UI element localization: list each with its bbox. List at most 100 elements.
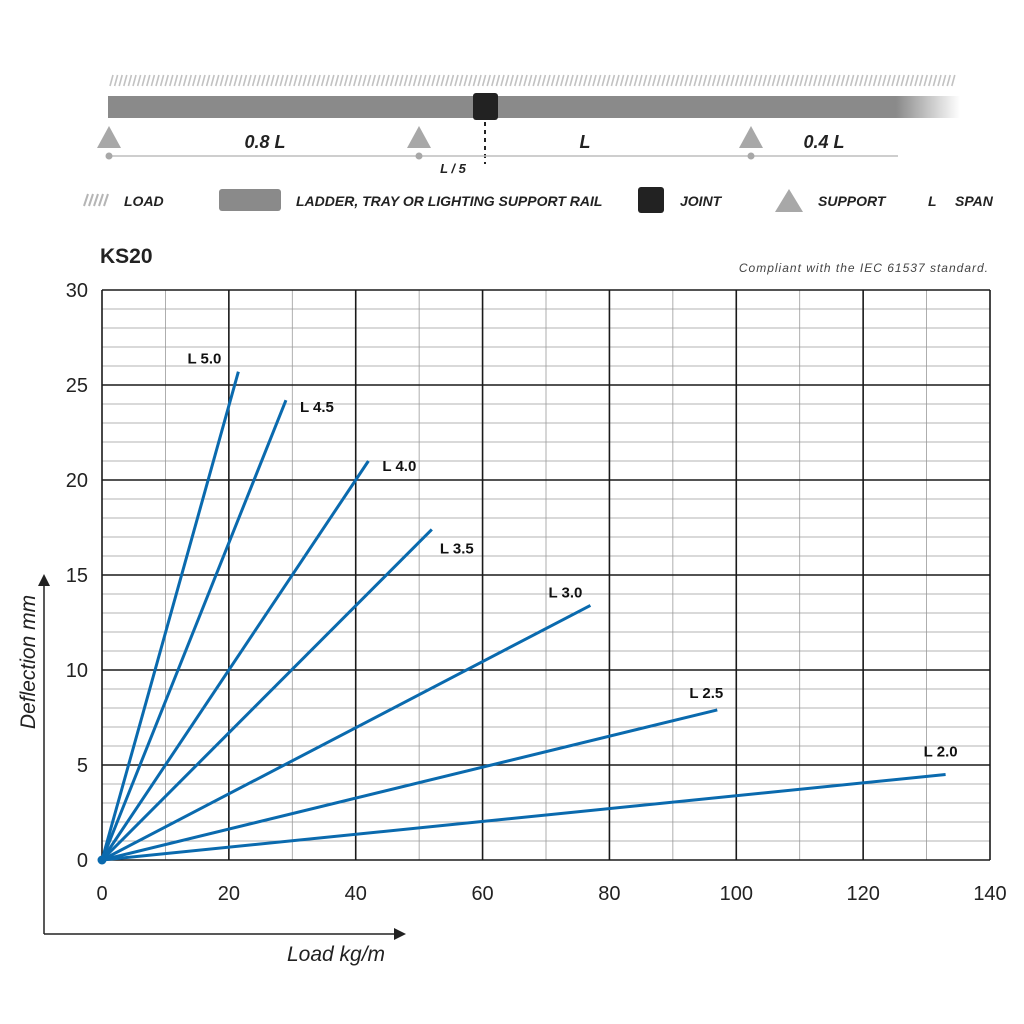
- load-hatch-mark: [514, 74, 519, 87]
- load-hatch-mark: [307, 74, 312, 87]
- x-tick-label: 100: [720, 883, 753, 905]
- load-hatch-mark: [679, 74, 685, 87]
- load-hatch-mark: [895, 74, 901, 87]
- support-rail: [108, 96, 900, 118]
- load-hatch-mark: [468, 74, 473, 87]
- load-hatch-mark: [941, 74, 947, 87]
- support-triangle: [97, 126, 121, 148]
- load-hatch-mark: [767, 74, 772, 87]
- span-node: [105, 152, 113, 160]
- y-tick-label: 30: [66, 280, 88, 302]
- load-hatch-mark: [164, 74, 169, 87]
- load-hatch-mark: [914, 74, 919, 87]
- load-hatch-mark: [624, 74, 629, 87]
- load-hatch-mark: [771, 74, 777, 87]
- y-tick-label: 10: [66, 660, 88, 682]
- joint-offset-label: L / 5: [440, 161, 467, 176]
- deflection-chart: 0 5 10 15 20 25 30 0 20 40 60 80 100 120 140 L 5.0 L 4.…: [66, 280, 1007, 905]
- load-hatch-mark: [951, 74, 956, 87]
- series-line: [101, 604, 592, 862]
- load-hatch-mark: [366, 74, 372, 87]
- load-hatch-mark: [826, 74, 832, 87]
- load-hatch-mark: [550, 74, 556, 87]
- load-hatch-mark: [518, 74, 524, 87]
- load-hatch-mark: [905, 74, 910, 87]
- load-hatch-mark: [325, 74, 330, 87]
- y-tick-label: 20: [66, 470, 88, 492]
- load-hatch-mark: [845, 74, 850, 87]
- x-tick-label: 0: [96, 883, 107, 905]
- load-hatch-mark: [886, 74, 892, 87]
- load-hatch-mark: [426, 74, 432, 87]
- load-hatch-mark: [688, 74, 694, 87]
- load-hatch-mark: [592, 74, 597, 87]
- load-hatch-mark: [601, 74, 606, 87]
- load-hatch-mark: [228, 74, 234, 87]
- load-hatch-mark: [297, 74, 303, 87]
- load-hatch-mark: [339, 74, 344, 87]
- load-hatch-mark: [178, 74, 183, 87]
- x-axis-arrow-head: [394, 928, 406, 940]
- load-hatch-mark: [302, 74, 307, 87]
- load-hatch-mark: [762, 74, 767, 87]
- joint-marker: [473, 93, 498, 120]
- series-label: L 3.0: [548, 584, 582, 601]
- load-hatch-mark: [836, 74, 841, 87]
- load-hatch-mark: [159, 74, 165, 87]
- load-hatch-mark: [937, 74, 942, 87]
- load-hatch-mark: [817, 74, 823, 87]
- origin-point: [97, 855, 107, 865]
- load-hatch-mark: [877, 74, 882, 87]
- load-hatch-mark: [583, 74, 588, 87]
- load-hatch-mark: [757, 74, 763, 87]
- load-hatch-mark: [205, 74, 211, 87]
- load-hatch-mark: [587, 74, 593, 87]
- load-hatch-mark: [891, 74, 896, 87]
- beam-diagram: 0.8 L L 0.4 L L / 5: [97, 74, 960, 176]
- axis-arrows: [38, 574, 406, 940]
- load-hatch-mark: [863, 74, 869, 87]
- series-line: [101, 708, 718, 862]
- load-hatch-mark: [928, 74, 933, 87]
- legend-rail-swatch: [219, 189, 281, 211]
- legend: LOAD LADDER, TRAY OR LIGHTING SUPPORT RA…: [83, 187, 994, 213]
- product-code: KS20: [100, 245, 153, 268]
- x-tick-label: 40: [345, 883, 367, 905]
- load-hatch-mark: [730, 74, 735, 87]
- load-hatch-mark: [546, 74, 551, 87]
- load-hatch-mark: [799, 74, 804, 87]
- load-hatch-mark: [670, 74, 675, 87]
- load-hatch-mark: [578, 74, 583, 87]
- load-hatch-mark: [564, 74, 570, 87]
- y-tick-label: 15: [66, 565, 88, 587]
- legend-span-symbol: L: [928, 193, 937, 209]
- load-hatch-mark: [481, 74, 487, 87]
- load-hatch-mark: [215, 74, 220, 87]
- load-hatch-mark: [882, 74, 887, 87]
- series-line: [100, 460, 370, 861]
- load-hatch-mark: [422, 74, 427, 87]
- series-lines: [97, 371, 946, 865]
- x-axis-label: Load kg/m: [287, 943, 385, 966]
- load-hatch-mark: [247, 74, 252, 87]
- series-label: L 3.5: [440, 540, 474, 557]
- load-hatch-mark: [210, 74, 215, 87]
- load-hatch-mark: [509, 74, 514, 87]
- load-hatch-mark: [458, 74, 464, 87]
- load-hatch-mark: [661, 74, 666, 87]
- series-label: L 4.5: [300, 399, 334, 416]
- support-triangle: [739, 126, 763, 148]
- series-label: L 2.0: [924, 744, 958, 761]
- legend-joint-label: JOINT: [680, 193, 723, 209]
- load-hatch-mark: [463, 74, 468, 87]
- load-hatch-mark: [412, 74, 418, 87]
- y-tick-label: 25: [66, 375, 88, 397]
- load-hatch-mark: [224, 74, 229, 87]
- load-hatch-mark: [629, 74, 634, 87]
- span-node: [415, 152, 423, 160]
- load-hatch-mark: [840, 74, 846, 87]
- load-hatch-mark: [656, 74, 662, 87]
- load-hatch-mark: [606, 74, 611, 87]
- load-hatch-mark: [182, 74, 188, 87]
